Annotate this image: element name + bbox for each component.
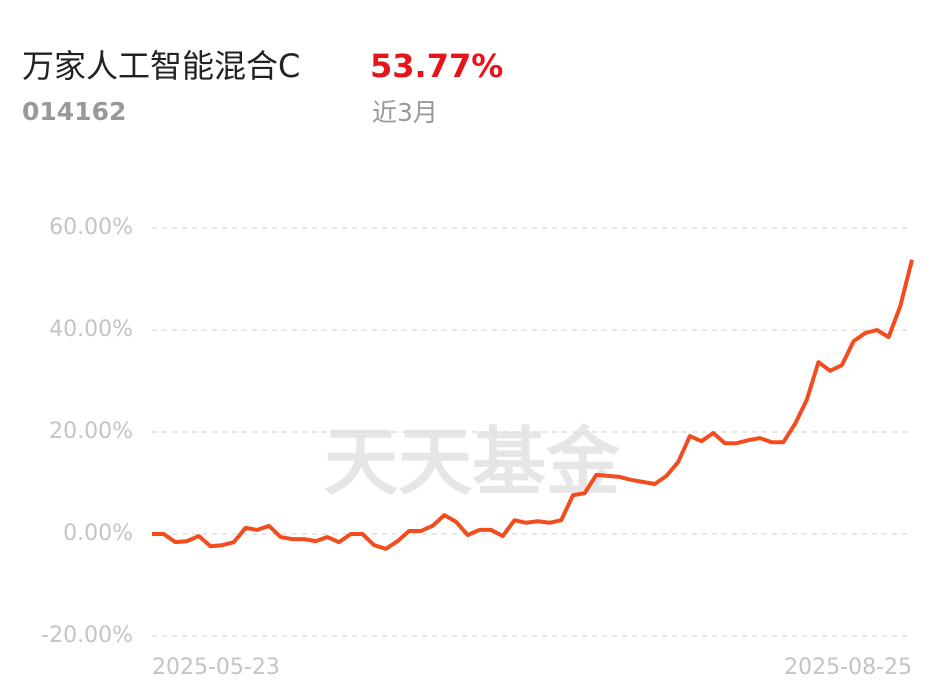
y-tick-label: 60.00%: [49, 215, 133, 240]
fund-name: 万家人工智能混合C: [22, 47, 300, 85]
watermark: 天天基金: [324, 420, 621, 506]
return-value: 53.77%: [370, 47, 503, 85]
x-tick-label: 2025-05-23: [152, 655, 280, 680]
y-tick-label: 20.00%: [49, 419, 133, 444]
y-tick-label: 0.00%: [63, 521, 133, 546]
line-series: [152, 259, 914, 551]
x-tick-label: 2025-08-25: [784, 655, 912, 680]
y-tick-label: -20.00%: [41, 623, 133, 648]
y-tick-label: 40.00%: [49, 317, 133, 342]
fund-code: 014162: [22, 97, 126, 126]
period-label: 近3月: [372, 98, 438, 127]
